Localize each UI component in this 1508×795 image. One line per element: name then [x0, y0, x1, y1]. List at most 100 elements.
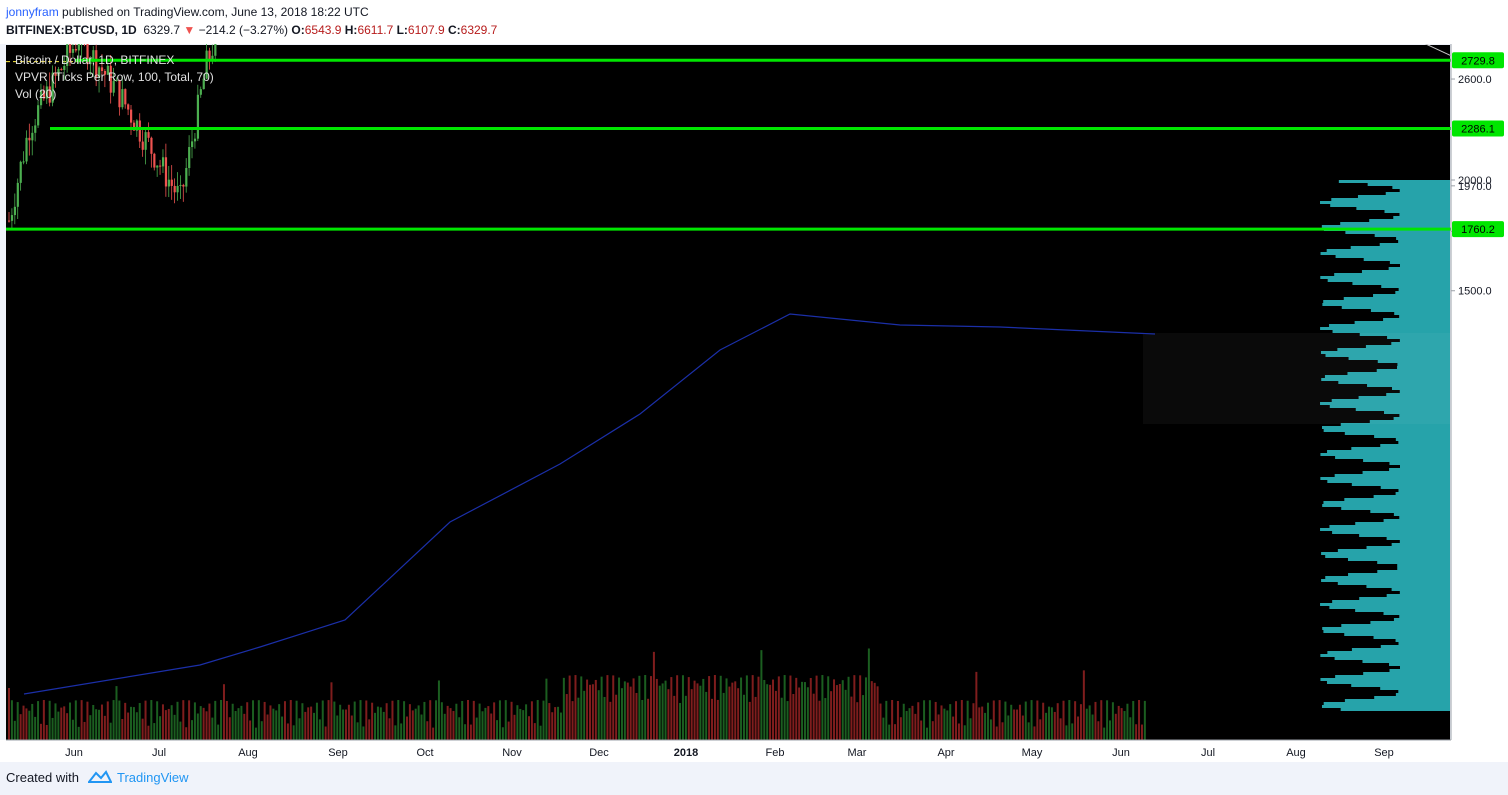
- vpvr-row: [1398, 690, 1450, 693]
- candle-body: [39, 90, 43, 106]
- volume-bar: [324, 726, 327, 740]
- volume-bar: [711, 698, 714, 740]
- volume-bar: [690, 689, 693, 740]
- vpvr-row: [1320, 276, 1450, 279]
- candle-body: [159, 165, 162, 167]
- vpvr-row: [1384, 210, 1450, 213]
- volume-bar: [475, 717, 478, 740]
- volume-bar: [728, 686, 731, 740]
- volume-bar: [1114, 713, 1117, 740]
- volume-bar: [949, 704, 952, 740]
- vpvr-row: [1359, 333, 1450, 336]
- volume-bar: [986, 702, 989, 740]
- volume-bar: [716, 699, 719, 740]
- vpvr-row: [1383, 318, 1450, 321]
- candle-body: [103, 70, 107, 75]
- volume-bar: [437, 680, 440, 740]
- plot-area[interactable]: [6, 45, 1450, 740]
- volume-bar: [278, 704, 281, 740]
- volume-bar: [150, 700, 153, 740]
- volume-bar: [885, 700, 888, 740]
- level-label-text: 2729.8: [1461, 55, 1495, 67]
- volume-bar: [423, 701, 426, 740]
- volume-bar: [106, 701, 109, 740]
- volume-bar: [539, 725, 542, 740]
- volume-bar: [115, 686, 118, 740]
- volume-bar: [725, 678, 728, 740]
- volume-bar: [708, 676, 711, 740]
- volume-bar: [629, 686, 632, 740]
- volume-bar: [1140, 724, 1143, 740]
- vpvr-row: [1327, 450, 1450, 453]
- vpvr-row: [1348, 573, 1450, 576]
- volume-bar: [908, 708, 911, 740]
- volume-bar: [551, 712, 554, 740]
- vpvr-row: [1376, 369, 1450, 372]
- volume-bar: [647, 698, 650, 740]
- volume-bar: [286, 723, 289, 740]
- volume-bar: [298, 718, 301, 740]
- time-tick-label: Dec: [589, 747, 609, 759]
- volume-bar: [740, 677, 743, 740]
- time-axis[interactable]: [0, 740, 1451, 762]
- volume-bar: [458, 717, 461, 740]
- volume-bar: [464, 724, 467, 740]
- volume-bar: [894, 724, 897, 740]
- volume-bar: [440, 702, 443, 740]
- candle-body: [176, 185, 179, 193]
- volume-bar: [498, 700, 501, 740]
- vpvr-row: [1347, 558, 1450, 561]
- vpvr-row: [1329, 525, 1450, 528]
- volume-bar: [989, 719, 992, 740]
- price-axis[interactable]: [1451, 44, 1508, 762]
- vpvr-row: [1373, 294, 1450, 297]
- volume-bar: [130, 706, 133, 740]
- volume-bar: [609, 701, 612, 740]
- volume-bar: [638, 675, 641, 740]
- candle-body: [34, 125, 37, 133]
- volume-bar: [632, 678, 635, 740]
- volume-bar: [359, 700, 362, 740]
- volume-bar: [225, 700, 228, 740]
- volume-bar: [751, 675, 754, 740]
- vpvr-row: [1399, 540, 1450, 543]
- volume-bar: [103, 715, 106, 740]
- volume-bar: [1079, 704, 1082, 740]
- author-link[interactable]: jonnyfram: [6, 5, 59, 19]
- tradingview-logo-icon[interactable]: [88, 770, 112, 784]
- volume-bar: [818, 700, 821, 740]
- candle-body: [86, 44, 89, 65]
- volume-bar: [626, 682, 629, 740]
- volume-bar: [376, 706, 379, 740]
- volume-bar: [763, 679, 766, 740]
- vpvr-histogram: [1143, 180, 1450, 711]
- tradingview-brand[interactable]: TradingView: [117, 770, 189, 785]
- vpvr-row: [1351, 648, 1450, 651]
- volume-bar: [618, 677, 621, 740]
- low-label: L:: [396, 23, 408, 37]
- vpvr-row: [1320, 402, 1450, 405]
- price-chart[interactable]: Bitcoin / Dollar, 1D, BITFINEX VPVR (Tic…: [0, 44, 1508, 762]
- volume-bar: [321, 700, 324, 740]
- volume-bar: [25, 708, 28, 740]
- volume-bar: [798, 687, 801, 740]
- time-tick-label: 2018: [674, 747, 698, 759]
- volume-bar: [1045, 712, 1048, 740]
- legend-title: Bitcoin / Dollar, 1D, BITFINEX: [15, 53, 174, 67]
- level-label-box: [1452, 52, 1504, 69]
- volume-bar: [952, 716, 955, 740]
- volume-bar: [516, 705, 519, 740]
- volume-bar: [193, 702, 196, 740]
- volume-bar: [39, 723, 42, 740]
- volume-bar: [772, 679, 775, 740]
- vpvr-row: [1398, 642, 1450, 645]
- volume-bar: [963, 725, 966, 740]
- volume-bar: [687, 677, 690, 740]
- volume-bar: [240, 705, 243, 740]
- vpvr-row: [1329, 405, 1450, 408]
- volume-bar: [466, 700, 469, 740]
- volume-bar: [191, 720, 194, 740]
- volume-bar: [589, 684, 591, 740]
- volume-bar: [127, 712, 130, 740]
- vpvr-row: [1369, 219, 1450, 222]
